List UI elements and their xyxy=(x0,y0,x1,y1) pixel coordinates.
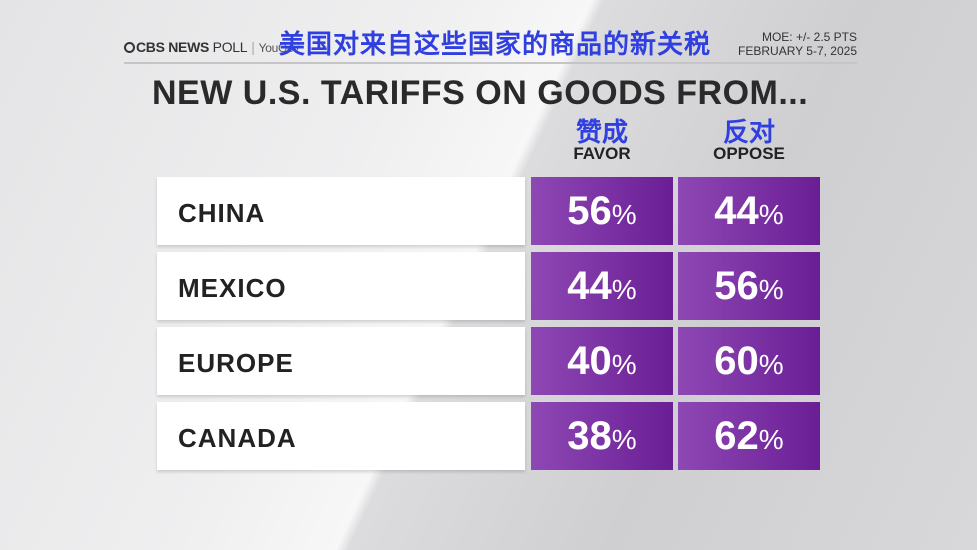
percent-sign: % xyxy=(758,424,784,455)
brand-suffix: POLL xyxy=(212,39,248,55)
oppose-value: 56% xyxy=(678,252,820,320)
favor-column-header: 赞成 FAVOR xyxy=(531,118,673,162)
partner-logo: YouGov xyxy=(258,41,300,55)
oppose-value: 44% xyxy=(678,177,820,245)
brand-name: CBS NEWS xyxy=(136,39,210,55)
favor-number: 38 xyxy=(567,414,612,458)
percent-sign: % xyxy=(758,349,784,380)
headline: NEW U.S. TARIFFS ON GOODS FROM... xyxy=(152,74,809,112)
chinese-title: 美国对来自这些国家的商品的新关税 xyxy=(279,29,712,59)
oppose-value: 62% xyxy=(678,402,820,470)
favor-value: 44% xyxy=(531,252,673,320)
country-name: CHINA xyxy=(178,198,266,228)
oppose-number: 60 xyxy=(714,339,759,383)
poll-info: MOE: +/- 2.5 PTS FEBRUARY 5-7, 2025 xyxy=(738,30,857,58)
oppose-en: OPPOSE xyxy=(713,144,785,163)
separator: | xyxy=(251,39,255,55)
row-label: EUROPE xyxy=(157,327,525,395)
country-name: CANADA xyxy=(178,423,297,453)
percent-sign: % xyxy=(611,424,637,455)
row-label: CANADA xyxy=(157,402,525,470)
percent-sign: % xyxy=(611,349,637,380)
oppose-number: 56 xyxy=(714,264,759,308)
percent-sign: % xyxy=(758,274,784,305)
favor-number: 40 xyxy=(567,339,612,383)
moe-text: MOE: +/- 2.5 PTS xyxy=(761,30,857,44)
favor-en: FAVOR xyxy=(573,144,631,163)
oppose-value: 60% xyxy=(678,327,820,395)
favor-number: 56 xyxy=(567,189,612,233)
favor-value: 38% xyxy=(531,402,673,470)
oppose-number: 44 xyxy=(714,189,759,233)
oppose-column-header: 反对 OPPOSE xyxy=(678,118,820,162)
row-label: CHINA xyxy=(157,177,525,245)
favor-value: 56% xyxy=(531,177,673,245)
favor-cn: 赞成 xyxy=(575,117,628,147)
cbs-news-poll-logo: CBS NEWS POLL | YouGov xyxy=(124,39,299,55)
percent-sign: % xyxy=(611,199,637,230)
row-label: MEXICO xyxy=(157,252,525,320)
poll-dates: FEBRUARY 5-7, 2025 xyxy=(738,44,857,58)
country-name: EUROPE xyxy=(178,348,294,378)
percent-sign: % xyxy=(758,199,784,230)
favor-number: 44 xyxy=(567,264,612,308)
header-bar: CBS NEWS POLL | YouGov 美国对来自这些国家的商品的新关税 MO… xyxy=(124,26,857,64)
cbs-eye-icon xyxy=(124,42,135,53)
oppose-cn: 反对 xyxy=(722,117,775,147)
favor-value: 40% xyxy=(531,327,673,395)
oppose-number: 62 xyxy=(714,414,759,458)
country-name: MEXICO xyxy=(178,273,287,303)
percent-sign: % xyxy=(611,274,637,305)
